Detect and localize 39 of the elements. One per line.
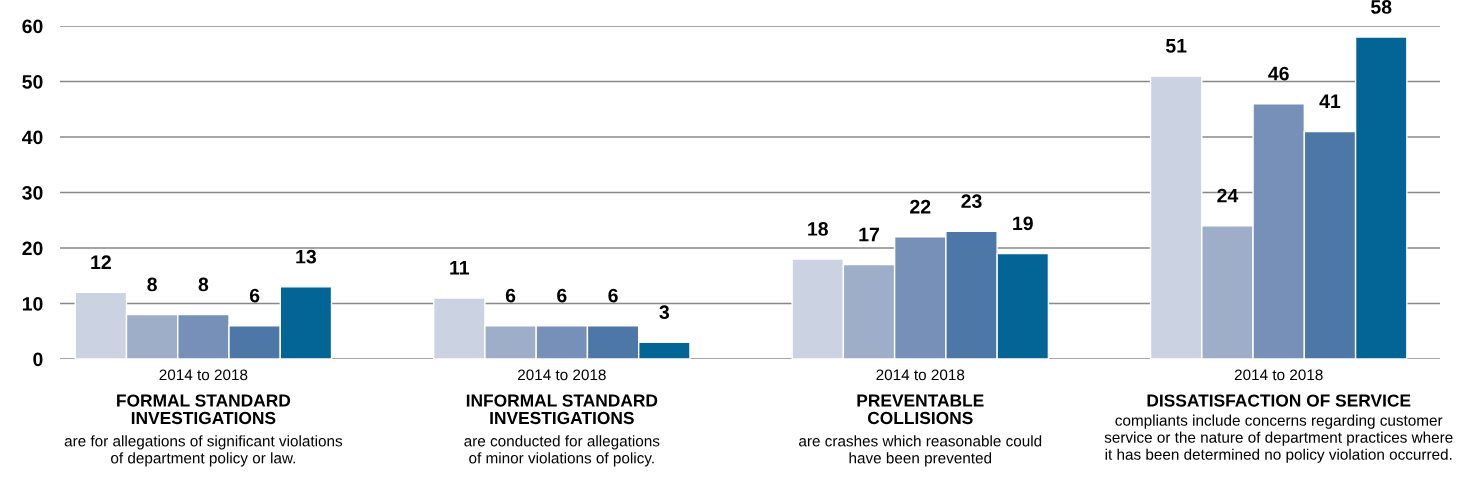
data-label: 23	[961, 194, 982, 209]
y-tick-label: 30	[22, 185, 43, 200]
data-label: 6	[505, 288, 516, 303]
x-tick-label: FORMAL STANDARD INVESTIGATIONS	[117, 394, 291, 425]
data-label: 3	[659, 305, 670, 320]
data-label: 46	[1268, 66, 1289, 81]
data-label: 11	[450, 261, 470, 275]
data-label: 58	[1371, 0, 1392, 14]
data-label: 12	[91, 255, 111, 269]
y-tick-label: 0	[33, 352, 43, 367]
text: are conducted for allegations of minor violations of policy.	[464, 435, 660, 467]
data-label: 6	[557, 288, 567, 303]
text: compliants include concerns regarding customer service or the nature of department practices where it has been determined no policy violation occurred.	[1104, 414, 1453, 463]
y-tick-label: 20	[22, 241, 43, 256]
text: 2014 to 2018	[517, 369, 606, 381]
data-label: 17	[859, 227, 879, 242]
data-label: 41	[1319, 94, 1341, 108]
data-label: 18	[808, 222, 828, 236]
data-label: 6	[608, 288, 618, 303]
data-label: 24	[1217, 188, 1239, 203]
data-label: 13	[296, 249, 316, 264]
data-label: 6	[249, 288, 260, 303]
text: are crashes which reasonable could have been prevented	[799, 435, 1042, 467]
y-tick-label: 50	[22, 74, 43, 89]
data-label: 19	[1013, 216, 1033, 231]
y-tick-label: 40	[22, 130, 43, 145]
x-tick-label: DISSATISFACTION OF SERVICE	[1147, 394, 1411, 407]
x-tick-label: PREVENTABLE COLLISIONS	[857, 394, 984, 425]
data-label: 8	[198, 277, 209, 292]
y-tick-label: 10	[22, 296, 43, 311]
text: 2014 to 2018	[159, 369, 248, 381]
y-tick-label: 60	[22, 19, 43, 34]
text: 2014 to 2018	[876, 369, 965, 381]
data-label: 8	[147, 277, 157, 292]
text: are for allegations of significant violations of department policy or law.	[64, 435, 343, 467]
data-label: 51	[1165, 39, 1187, 53]
data-label: 22	[910, 199, 931, 214]
x-tick-label: INFORMAL STANDARD INVESTIGATIONS	[466, 394, 658, 425]
text: 2014 to 2018	[1234, 369, 1323, 381]
